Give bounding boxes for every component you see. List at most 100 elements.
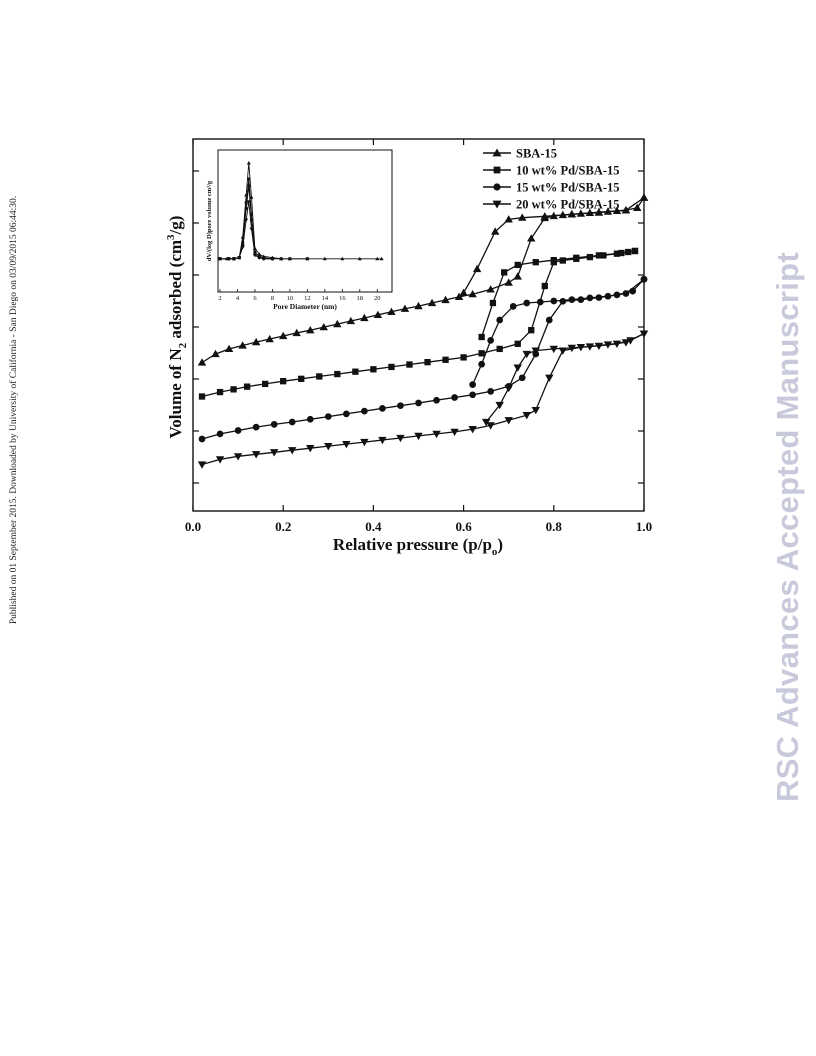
series-4-adsorption-point (486, 422, 495, 430)
series-1-desorption-point (621, 205, 631, 214)
inset-series-2-point (288, 257, 292, 261)
series-2-adsorption-point (298, 375, 305, 382)
series-1-adsorption-point (279, 331, 288, 340)
series-1-adsorption-point (306, 326, 315, 334)
series-1-desorption-point (639, 193, 649, 201)
series-4-adsorption-point (251, 451, 261, 459)
series-2-adsorption-point (541, 282, 548, 290)
series-1-adsorption-point (346, 316, 356, 325)
x-axis-label-main: Relative pressure (p/p (333, 535, 492, 554)
inset-series-1-point (357, 256, 362, 261)
series-2-adsorption-point (370, 366, 377, 373)
series-2-desorption-point (514, 261, 521, 269)
inset-series-4-point (244, 218, 249, 222)
x-tick-label: 0.2 (275, 519, 291, 534)
inset-series-4-point (218, 257, 222, 261)
series-1-adsorption-point (251, 337, 261, 346)
series-3 (198, 275, 648, 443)
series-3-adsorption-point (518, 374, 526, 382)
series-4-adsorption-point (378, 436, 387, 445)
legend-marker (492, 148, 502, 157)
series-3-adsorption-point (288, 418, 296, 426)
inset-plot-marks (218, 161, 384, 261)
x-tick-label: 0.4 (365, 519, 382, 534)
series-2-adsorption-point (262, 380, 269, 388)
main-plot-frame (192, 138, 645, 512)
series-4-desorption-point (504, 384, 513, 393)
inset-x-tick-label: 20 (374, 295, 381, 302)
series-1-adsorption-point (513, 272, 522, 280)
series-4-desorption-point (513, 364, 522, 372)
series-2-desorption-point (618, 249, 625, 257)
series-2-desorption-point (478, 333, 485, 341)
inset-series-1-point (375, 256, 380, 261)
series-1-desorption-line (463, 197, 645, 294)
inset-series-4-point (226, 257, 231, 261)
legend-label: 10 wt% Pd/SBA-15 (516, 164, 619, 178)
legend-marker (492, 200, 502, 209)
series-1-adsorption-point (454, 292, 464, 301)
series-2-adsorption-point (528, 327, 535, 334)
series-3-desorption-point (523, 299, 531, 307)
series-3-adsorption-point (361, 407, 368, 415)
series-2-adsorption-point (334, 370, 341, 378)
series-2-adsorption-point (460, 354, 467, 361)
series-3-adsorption-point (559, 297, 567, 305)
series-3-desorption-point (536, 298, 544, 306)
y-axis-label-subscript: 2 (177, 342, 189, 348)
inset-x-tick-label: 14 (322, 295, 329, 302)
series-1-desorption-point (504, 215, 513, 223)
series-2-adsorption-point (496, 345, 503, 353)
series-2-adsorption-point (198, 393, 206, 400)
inset-x-tick-label: 10 (287, 295, 294, 302)
series-3-adsorption-point (252, 423, 260, 431)
series-1-desorption-point (567, 210, 577, 218)
main-x-ticks: 0.0 0.2 0.4 0.6 0.8 1.0 (185, 139, 652, 534)
series-3-adsorption-point (198, 435, 206, 443)
series-4 (197, 330, 649, 469)
series-4-adsorption-point (432, 430, 441, 439)
x-axis-label-suffix: ) (497, 535, 503, 554)
series-1-desorption-point (594, 208, 604, 216)
series-2-desorption-point (532, 259, 539, 266)
series-3-desorption-point (469, 381, 476, 388)
series-3-adsorption-point (397, 402, 404, 410)
series-4-adsorption-point (215, 456, 225, 464)
series-3-adsorption-point (487, 388, 495, 395)
series-3-adsorption-point (216, 430, 224, 438)
series-2-adsorption-point (559, 257, 566, 264)
series-1-desorption-point (490, 227, 500, 235)
inset-x-tick-label: 18 (357, 295, 364, 302)
series-4-adsorption-point (288, 447, 297, 455)
series-3-adsorption-point (234, 427, 242, 434)
series-4-desorption-point (567, 344, 577, 353)
main-plot: 0.0 0.2 0.4 0.6 0.8 1.0 Relative pressure (p/… (165, 138, 652, 558)
series-1-adsorption-point (238, 341, 247, 349)
series-2-desorption-point (501, 269, 508, 276)
series-2-adsorption-point (478, 350, 485, 357)
inset-series-3-point (244, 207, 248, 211)
series-3-desorption-point (586, 294, 594, 302)
legend-label: SBA-15 (516, 147, 557, 161)
x-tick-label: 0.6 (455, 519, 472, 534)
inset-x-axis-label: Pore Diameter (nm) (273, 302, 337, 311)
series-1-adsorption-point (576, 209, 586, 217)
series-4-desorption-point (531, 347, 540, 355)
series-3-desorption-line (472, 278, 645, 385)
inset-x-tick-label: 6 (253, 295, 257, 302)
series-4-desorption-point (549, 345, 558, 354)
y-axis-label-main: Volume of N (166, 348, 185, 439)
y-axis-label-superscript: 3 (165, 234, 177, 240)
series-3-adsorption-point (545, 316, 553, 324)
series-4-adsorption-point (197, 461, 207, 469)
series-1-adsorption-point (211, 349, 220, 358)
series-4-desorption-point (522, 350, 531, 359)
series-1-adsorption-point (527, 234, 536, 242)
inset-series-4-point (240, 245, 245, 250)
series-1-adsorption-point (633, 203, 642, 211)
inset-series-1-point (340, 256, 345, 261)
series-3-adsorption-point (469, 391, 476, 399)
series-4-adsorption-point (468, 425, 477, 434)
series-3-adsorption-point (451, 394, 458, 401)
